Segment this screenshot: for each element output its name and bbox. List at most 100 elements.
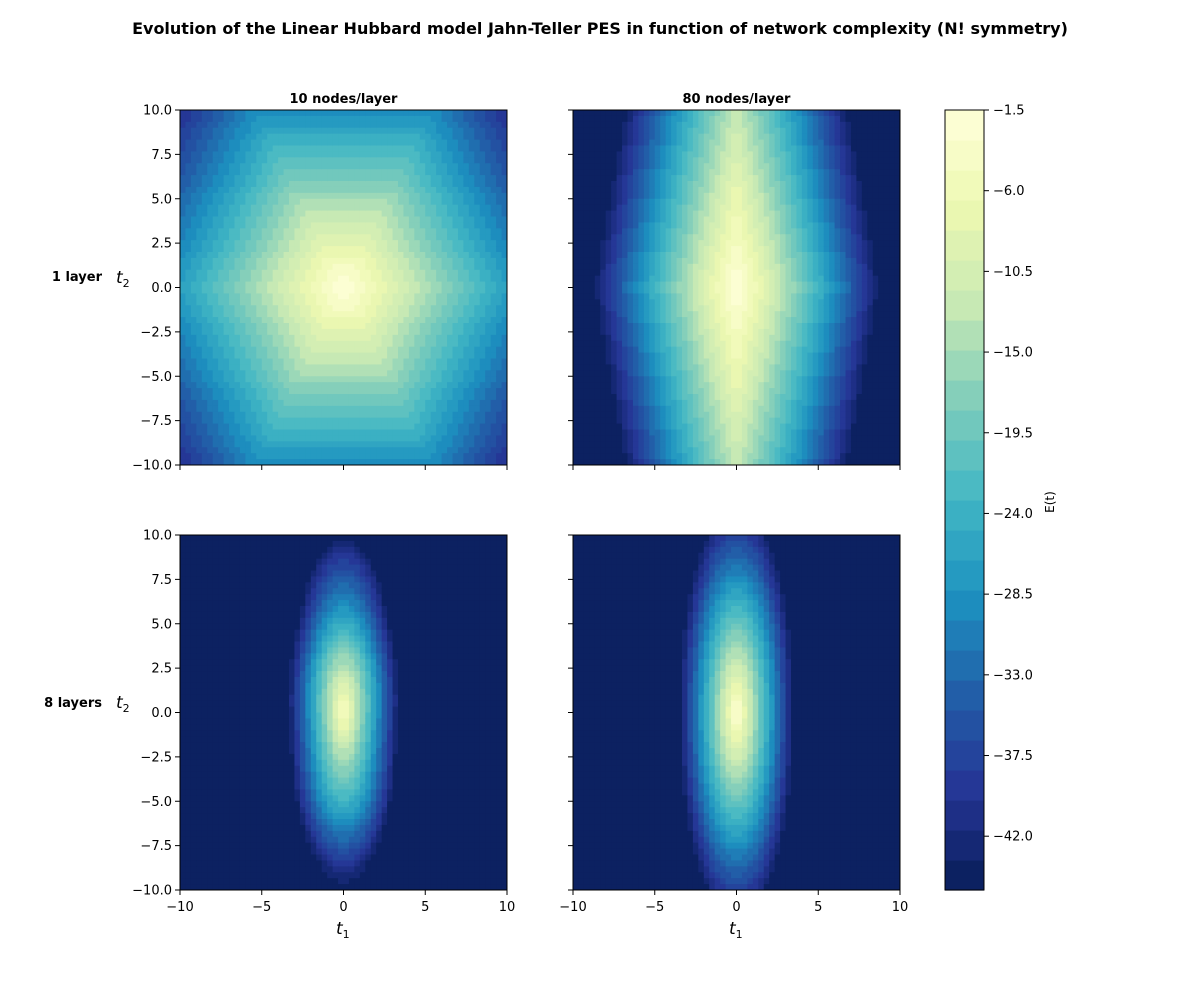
contour-cell [660, 358, 667, 366]
contour-cell [196, 145, 203, 153]
contour-cell [430, 447, 437, 454]
contour-cell [283, 370, 290, 377]
contour-cell [376, 192, 383, 200]
contour-cell [212, 192, 219, 200]
contour-cell [616, 411, 623, 419]
contour-cell [457, 204, 464, 212]
contour-cell [589, 399, 596, 407]
contour-cell [643, 192, 650, 200]
contour-cell [180, 340, 187, 348]
contour-cell [332, 328, 339, 336]
contour-cell [239, 394, 246, 401]
contour-cell [430, 110, 437, 117]
contour-cell [594, 121, 601, 129]
contour-cell [632, 293, 639, 300]
contour-cell [381, 181, 388, 188]
contour-cell [589, 305, 596, 312]
contour-cell [687, 293, 694, 300]
contour-cell [583, 228, 590, 235]
contour-cell [589, 216, 596, 224]
contour-cell [583, 163, 590, 170]
contour-cell [316, 429, 323, 437]
contour-cell [387, 275, 394, 283]
contour-cell [594, 157, 601, 164]
contour-cell [468, 257, 475, 265]
contour-cell [430, 115, 437, 123]
contour-cell [365, 328, 372, 336]
contour-cell [261, 121, 268, 129]
contour-cell [468, 216, 475, 224]
contour-cell [594, 257, 601, 265]
contour-cell [589, 234, 596, 241]
contour-cell [622, 257, 629, 265]
contour-cell [452, 175, 459, 182]
contour-cell [468, 399, 475, 407]
contour-cell [485, 204, 492, 212]
contour-cell [414, 311, 421, 318]
contour-cell [278, 417, 285, 425]
contour-cell [359, 317, 366, 324]
contour-cell [671, 382, 678, 389]
contour-cell [490, 328, 497, 336]
contour-cell [398, 139, 405, 147]
contour-cell [343, 293, 350, 300]
contour-cell [474, 163, 481, 170]
contour-cell [496, 328, 503, 336]
contour-cell [501, 216, 507, 224]
contour-cell [327, 252, 334, 259]
contour-cell [283, 234, 290, 241]
contour-cell [479, 234, 486, 241]
contour-cell [687, 411, 694, 419]
contour-cell [474, 441, 481, 448]
contour-cell [310, 110, 317, 117]
contour-cell [398, 252, 405, 259]
contour-cell [632, 181, 639, 188]
contour-cell [605, 110, 612, 117]
contour-cell [338, 175, 345, 182]
contour-cell [180, 388, 187, 395]
contour-cell [212, 257, 219, 265]
contour-cell [447, 257, 454, 265]
contour-cell [283, 346, 290, 354]
contour-cell [622, 198, 629, 206]
contour-cell [370, 257, 377, 265]
contour-cell [419, 151, 426, 158]
contour-cell [627, 121, 634, 129]
contour-cell [468, 110, 475, 117]
contour-cell [485, 127, 492, 135]
contour-cell [398, 240, 405, 247]
contour-cell [338, 411, 345, 419]
contour-cell [381, 222, 388, 229]
contour-cell [392, 358, 399, 366]
contour-cell [250, 145, 257, 153]
contour-cell [392, 334, 399, 342]
contour-cell [223, 163, 230, 170]
contour-cell [447, 252, 454, 259]
contour-cell [671, 323, 678, 330]
contour-cell [212, 405, 219, 413]
contour-cell [573, 370, 580, 377]
contour-cell [201, 394, 208, 401]
contour-cell [316, 269, 323, 277]
contour-cell [289, 169, 296, 176]
contour-cell [616, 423, 623, 431]
contour-cell [687, 169, 694, 176]
contour-cell [327, 447, 334, 454]
contour-cell [180, 186, 187, 194]
contour-cell [474, 269, 481, 277]
contour-cell [212, 417, 219, 425]
contour-cell [578, 133, 585, 141]
contour-cell [665, 275, 672, 283]
contour-cell [643, 364, 650, 371]
contour-cell [676, 169, 683, 176]
contour-cell [687, 423, 694, 431]
contour-cell [229, 145, 236, 153]
contour-cell [348, 275, 355, 283]
contour-cell [447, 334, 454, 342]
contour-cell [403, 311, 410, 318]
contour-cell [305, 429, 312, 437]
contour-cell [387, 204, 394, 212]
contour-cell [578, 257, 585, 265]
contour-cell [578, 323, 585, 330]
contour-cell [452, 169, 459, 176]
